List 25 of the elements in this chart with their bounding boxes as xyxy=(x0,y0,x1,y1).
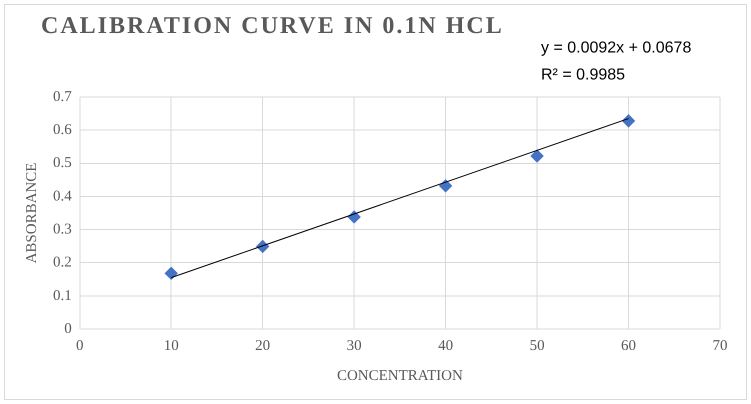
x-tick-label: 20 xyxy=(255,338,270,354)
x-tick-label: 70 xyxy=(712,338,728,354)
x-tick-label: 60 xyxy=(621,338,636,354)
y-tick-label: 0.3 xyxy=(53,222,72,238)
x-tick-label: 0 xyxy=(76,338,84,354)
x-tick-label: 10 xyxy=(164,338,179,354)
x-tick-label: 40 xyxy=(438,338,454,354)
x-tick-label: 50 xyxy=(530,338,545,354)
y-tick-label: 0.7 xyxy=(53,88,72,105)
y-axis-title: ABSORBANCE xyxy=(24,162,40,264)
y-tick-label: 0.5 xyxy=(53,155,72,172)
y-tick-label: 0.2 xyxy=(53,254,72,271)
point xyxy=(439,179,452,192)
text: y = 0.0092x + 0.0678 xyxy=(541,39,692,56)
y-tick-label: 0.6 xyxy=(53,122,72,138)
point xyxy=(622,114,636,128)
chart-title: CALIBRATION CURVE IN 0.1N HCL xyxy=(41,13,504,40)
x-axis-title: CONCENTRATION xyxy=(336,368,463,384)
y-tick-label: 0.1 xyxy=(53,288,72,304)
y-tick-label: 0 xyxy=(64,320,72,337)
x-tick-label: 30 xyxy=(346,338,362,354)
point xyxy=(164,266,178,280)
text: R² = 0.9985 xyxy=(541,66,626,84)
y-tick-label: 0.4 xyxy=(53,188,72,204)
point xyxy=(530,149,544,162)
